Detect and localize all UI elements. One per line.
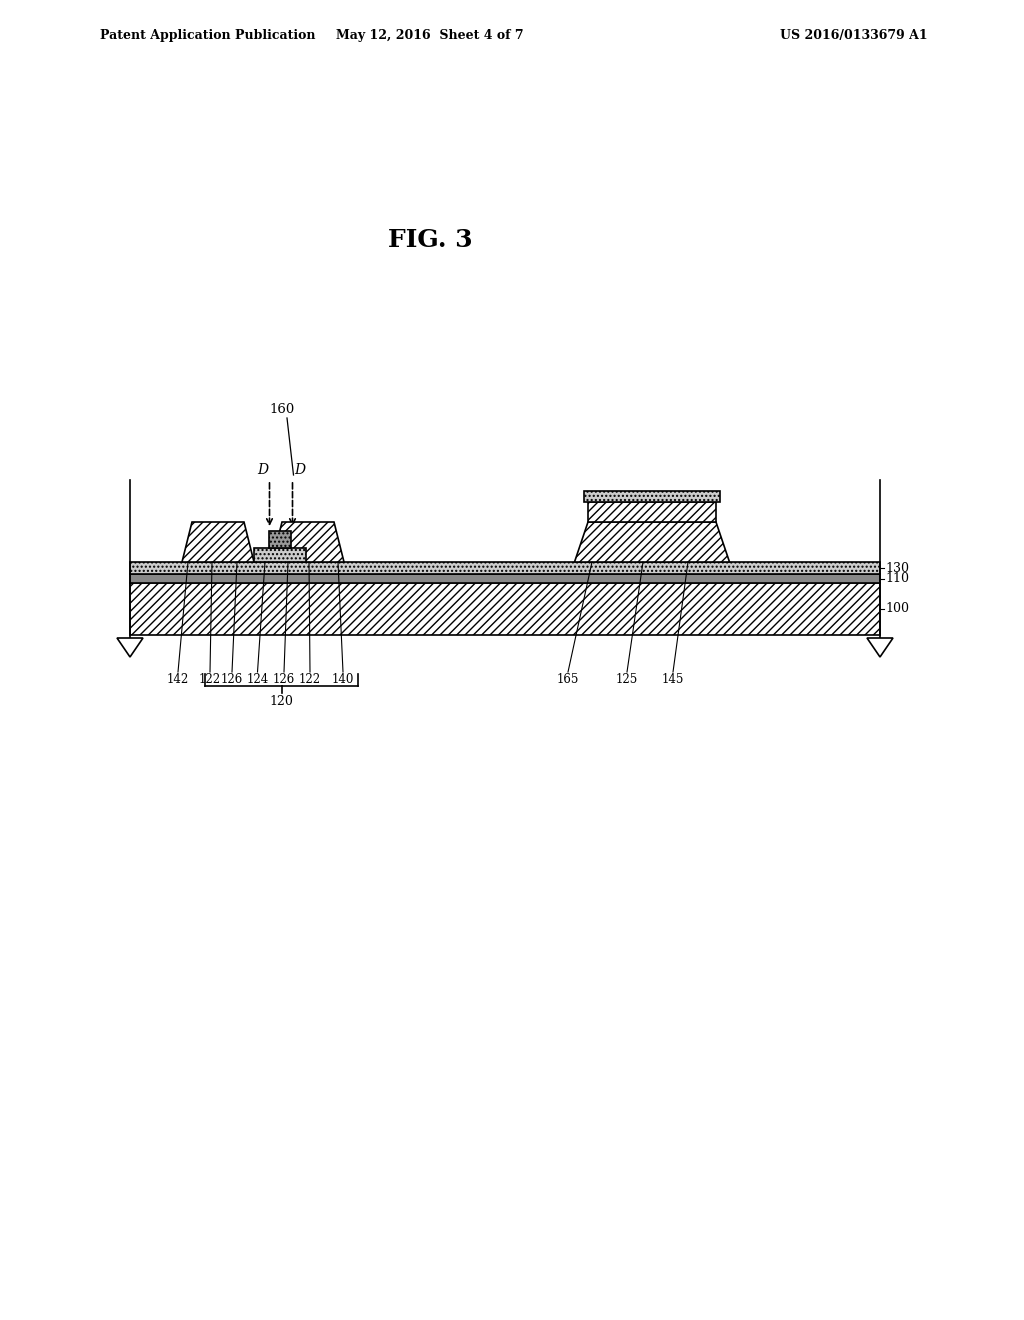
Polygon shape xyxy=(272,521,344,562)
Text: Patent Application Publication: Patent Application Publication xyxy=(100,29,315,41)
Text: FIG. 3: FIG. 3 xyxy=(388,228,472,252)
Text: US 2016/0133679 A1: US 2016/0133679 A1 xyxy=(780,29,928,41)
Text: 120: 120 xyxy=(269,696,294,708)
Text: 160: 160 xyxy=(269,403,295,416)
Text: 145: 145 xyxy=(662,673,684,686)
Polygon shape xyxy=(574,521,729,562)
Bar xyxy=(584,491,720,502)
Bar xyxy=(130,562,880,574)
Bar xyxy=(588,502,716,521)
Text: D: D xyxy=(294,463,305,477)
Polygon shape xyxy=(182,521,254,562)
Polygon shape xyxy=(117,638,143,657)
Text: 140: 140 xyxy=(332,673,354,686)
Bar xyxy=(130,574,880,583)
Text: 122: 122 xyxy=(199,673,221,686)
Bar xyxy=(584,491,720,502)
Bar xyxy=(269,531,291,548)
Text: 110: 110 xyxy=(885,572,909,585)
Text: 126: 126 xyxy=(221,673,243,686)
Text: 130: 130 xyxy=(885,561,909,574)
Polygon shape xyxy=(867,638,893,657)
Bar xyxy=(254,548,306,562)
Bar xyxy=(269,531,291,548)
Bar xyxy=(130,562,880,574)
Text: 125: 125 xyxy=(615,673,638,686)
Text: 142: 142 xyxy=(167,673,189,686)
Bar xyxy=(254,548,306,562)
Bar xyxy=(130,583,880,635)
Text: 122: 122 xyxy=(299,673,322,686)
Text: 124: 124 xyxy=(247,673,268,686)
Text: May 12, 2016  Sheet 4 of 7: May 12, 2016 Sheet 4 of 7 xyxy=(336,29,524,41)
Text: 100: 100 xyxy=(885,602,909,615)
Bar xyxy=(588,502,716,521)
Text: 126: 126 xyxy=(272,673,295,686)
Text: D: D xyxy=(257,463,268,477)
Bar xyxy=(130,583,880,635)
Text: 165: 165 xyxy=(557,673,580,686)
